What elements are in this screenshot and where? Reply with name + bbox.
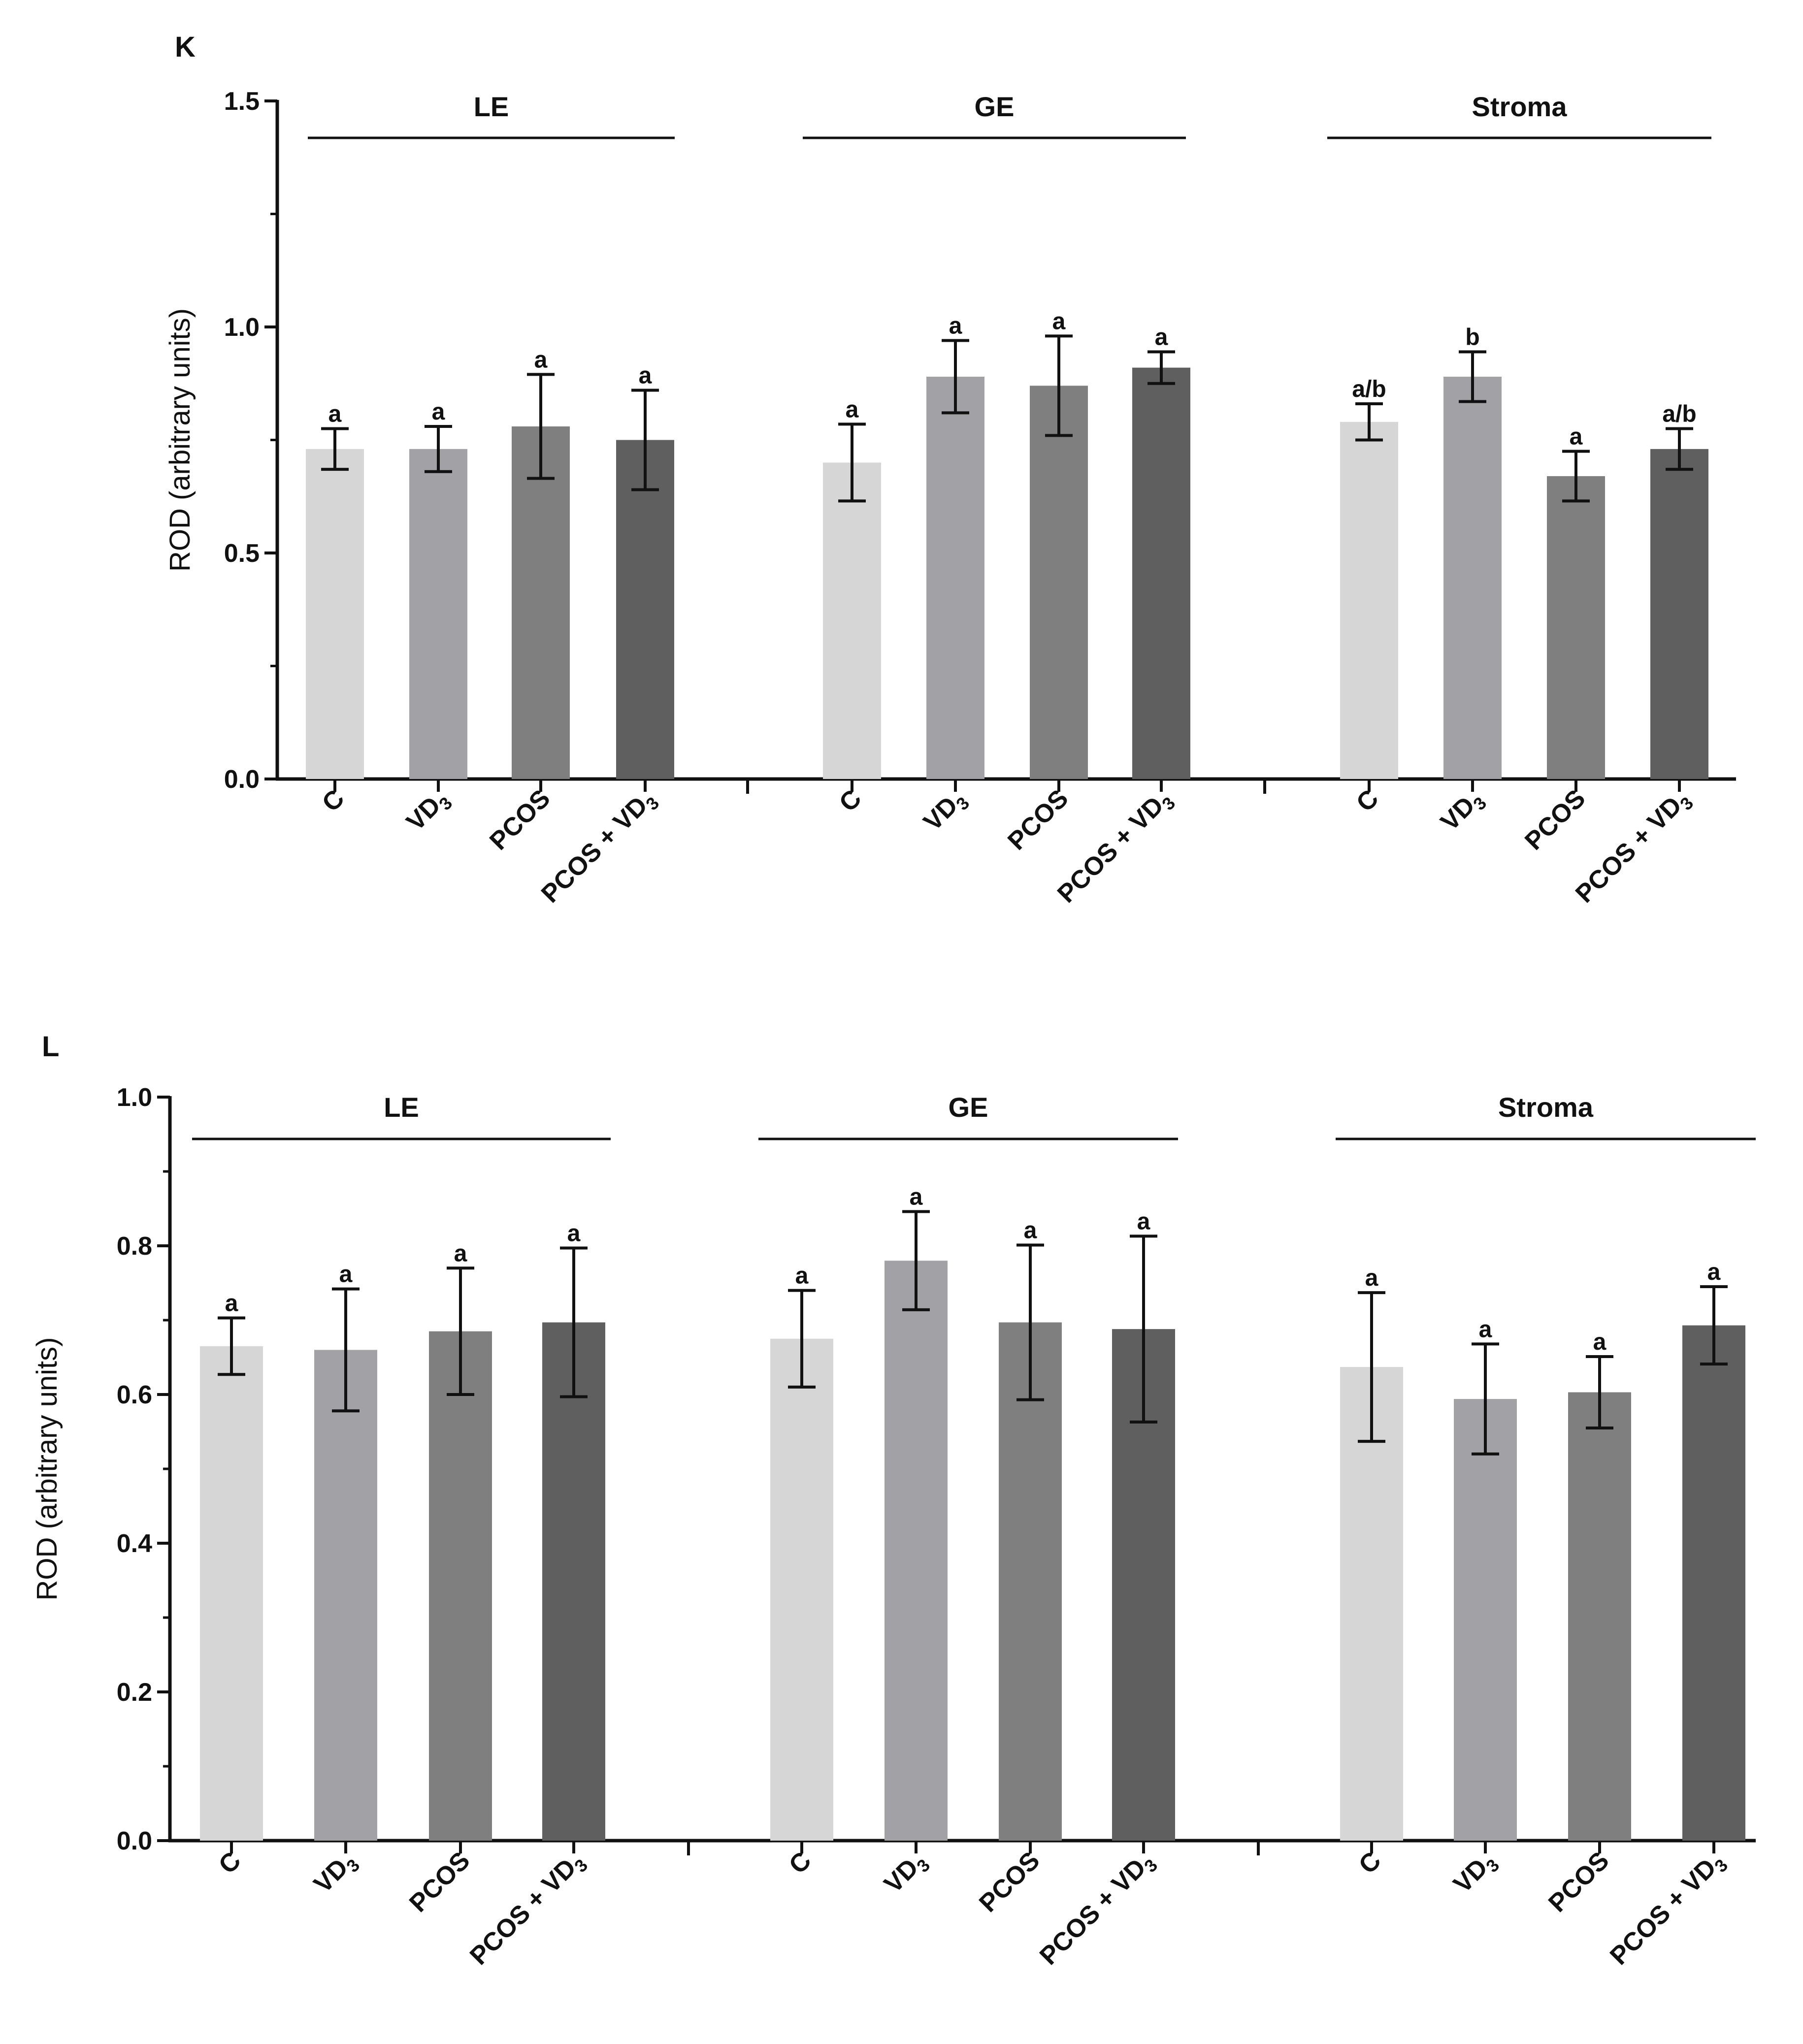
category-label: C xyxy=(213,1846,247,1880)
significance-label: a xyxy=(949,313,962,339)
category-label: VD3 xyxy=(1435,784,1490,839)
panel-k: K 0.0 0.5 1.0 1.5 ROD (arbitrary units) LE a Ca V… xyxy=(164,31,1736,911)
significance-label: a xyxy=(639,363,652,389)
significance-label: b xyxy=(1465,324,1479,350)
category-label: PCOS xyxy=(404,1846,475,1917)
category-label: C xyxy=(784,1846,817,1880)
significance-label: a xyxy=(534,347,548,373)
significance-label: a xyxy=(1707,1259,1721,1285)
significance-label: a xyxy=(846,396,859,422)
category-label: PCOS xyxy=(1543,1846,1614,1917)
category-label: VD3 xyxy=(308,1846,363,1901)
significance-label: a xyxy=(328,401,342,427)
y-tick-label: 0.2 xyxy=(117,1678,152,1707)
y-axis-label: ROD (arbitrary units) xyxy=(31,1337,63,1601)
bar xyxy=(1132,367,1190,779)
significance-label: a xyxy=(910,1184,923,1210)
group-label: GE xyxy=(949,1092,988,1123)
significance-label: a xyxy=(1137,1208,1150,1234)
bar xyxy=(1340,422,1398,779)
bar xyxy=(1030,386,1088,779)
category-label: PCOS + VD3 xyxy=(536,784,663,911)
bar xyxy=(885,1261,948,1841)
group-label: Stroma xyxy=(1498,1092,1594,1123)
bar xyxy=(409,449,467,779)
category-label: PCOS + VD3 xyxy=(1034,1846,1161,1973)
y-tick-label: 0.6 xyxy=(117,1381,152,1409)
y-tick-label: 0.4 xyxy=(117,1529,152,1558)
significance-label: a xyxy=(454,1240,467,1266)
y-tick-label: 1.0 xyxy=(224,313,260,342)
bar xyxy=(1340,1367,1403,1841)
significance-label: a xyxy=(1052,308,1066,334)
bar xyxy=(823,462,881,779)
significance-label: a xyxy=(1593,1329,1606,1355)
bar xyxy=(926,376,984,779)
category-label: PCOS + VD3 xyxy=(1605,1846,1732,1973)
significance-label: a xyxy=(1365,1265,1378,1291)
category-label: VD3 xyxy=(918,784,973,839)
bar xyxy=(1682,1325,1745,1841)
category-label: C xyxy=(834,784,867,817)
significance-label: a xyxy=(567,1221,581,1247)
bar xyxy=(616,440,674,779)
category-label: VD3 xyxy=(401,784,456,839)
y-tick-label: 0.0 xyxy=(117,1827,152,1855)
bar xyxy=(1443,376,1502,779)
category-label: PCOS xyxy=(1002,784,1074,855)
significance-label: a xyxy=(1155,324,1168,350)
significance-label: a xyxy=(1479,1316,1492,1342)
panel-letter: K xyxy=(175,31,196,63)
significance-label: a xyxy=(225,1290,238,1316)
significance-label: a xyxy=(1024,1217,1037,1243)
bar xyxy=(999,1322,1062,1841)
significance-label: a xyxy=(432,399,445,425)
category-label: C xyxy=(1353,1846,1387,1880)
bar xyxy=(542,1322,605,1841)
significance-label: a/b xyxy=(1662,401,1696,427)
significance-label: a xyxy=(339,1262,353,1288)
y-tick-label: 0.0 xyxy=(224,765,260,794)
category-label: VD3 xyxy=(879,1846,934,1901)
panel-letter: L xyxy=(42,1031,59,1063)
bar xyxy=(512,426,570,779)
y-axis-label: ROD (arbitrary units) xyxy=(164,308,196,572)
category-label: PCOS xyxy=(1519,784,1591,855)
category-label: PCOS xyxy=(484,784,556,855)
category-label: VD3 xyxy=(1448,1846,1503,1901)
significance-label: a xyxy=(1570,423,1583,450)
bar xyxy=(306,449,364,779)
bar xyxy=(1650,449,1708,779)
category-label: PCOS xyxy=(974,1846,1045,1917)
significance-label: a xyxy=(795,1263,809,1289)
bar xyxy=(200,1346,263,1841)
category-label: PCOS + VD3 xyxy=(464,1846,591,1973)
bar xyxy=(1547,476,1605,779)
group-label: LE xyxy=(474,91,509,122)
group-label: GE xyxy=(975,91,1015,122)
category-label: C xyxy=(317,784,350,817)
bar xyxy=(1454,1399,1517,1841)
category-label: C xyxy=(1351,784,1384,817)
group-label: LE xyxy=(384,1092,419,1123)
significance-label: a/b xyxy=(1352,376,1386,402)
bar xyxy=(429,1331,492,1841)
y-tick-label: 0.5 xyxy=(224,539,260,568)
group-label: Stroma xyxy=(1472,91,1568,122)
bar xyxy=(1568,1392,1631,1841)
bar xyxy=(770,1338,833,1841)
panel-l: L 0.0 0.2 0.4 0.6 0.8 1.0 ROD (arbitrary units)… xyxy=(31,1031,1756,1974)
y-tick-label: 1.5 xyxy=(224,87,260,116)
y-tick-label: 1.0 xyxy=(117,1083,152,1112)
bar xyxy=(314,1350,377,1841)
y-tick-label: 0.8 xyxy=(117,1232,152,1261)
